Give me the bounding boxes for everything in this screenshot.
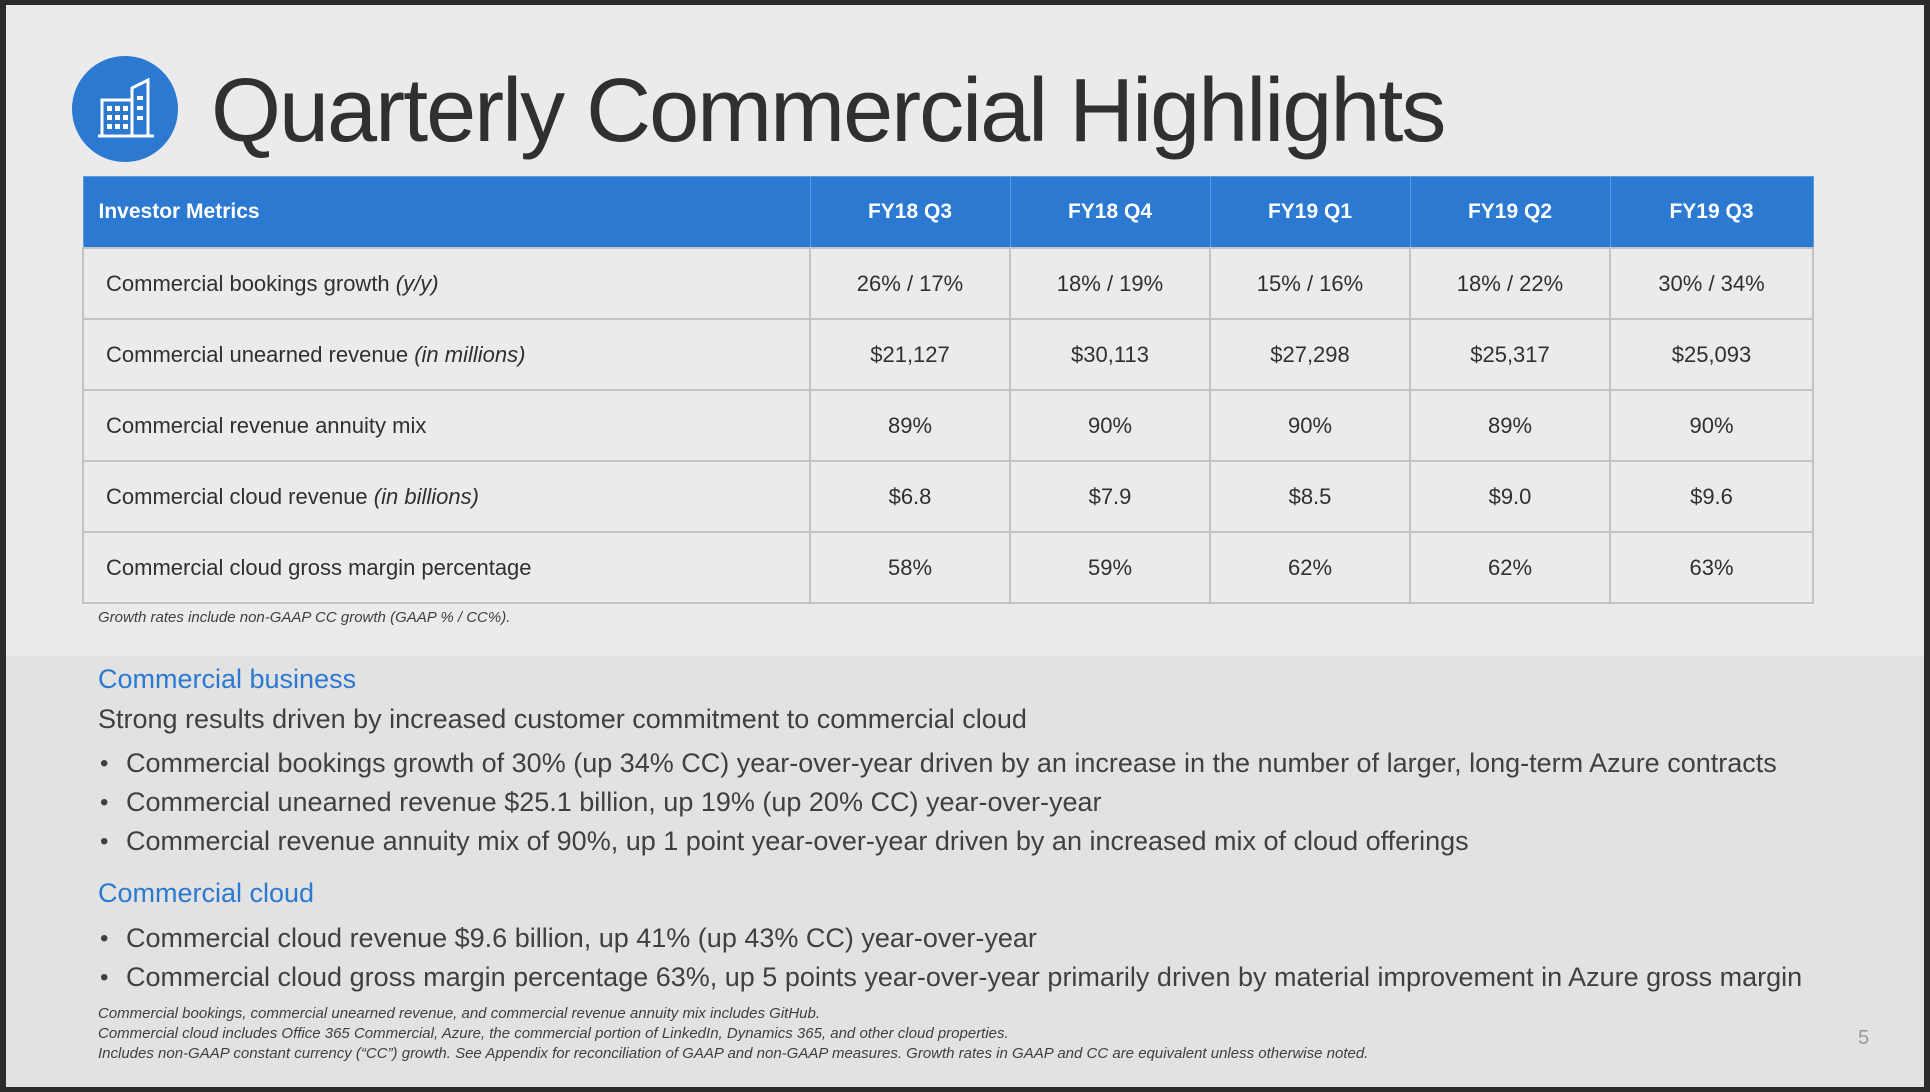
commercial-cloud-heading: Commercial cloud: [98, 878, 315, 908]
row-label: Commercial cloud revenue (in billions): [82, 460, 811, 533]
row-qualifier: (in millions): [414, 341, 526, 367]
table-cell: $25,093: [1609, 318, 1814, 391]
table-row: Commercial bookings growth (y/y) 26% / 1…: [82, 247, 1814, 320]
table-cell: 90%: [1009, 389, 1211, 462]
table-row: Commercial cloud gross margin percentage…: [82, 531, 1814, 604]
footnote: Includes non-GAAP constant currency (“CC…: [98, 1045, 1369, 1062]
slide: Quarterly Commercial Highlights Investor…: [6, 5, 1924, 1087]
bottom-band: [6, 656, 1924, 1087]
commercial-business-heading: Commercial business: [98, 664, 357, 694]
table-cell: 62%: [1209, 531, 1411, 604]
table-cell: 30% / 34%: [1609, 247, 1814, 320]
bullet-icon: •: [100, 750, 109, 777]
column-header: FY18 Q3: [809, 176, 1011, 249]
column-header: FY19 Q2: [1409, 176, 1611, 249]
table-row: Commercial revenue annuity mix 89% 90% 9…: [82, 389, 1814, 462]
table-cell: 26% / 17%: [809, 247, 1011, 320]
row-label: Commercial bookings growth (y/y): [82, 247, 811, 320]
column-header: FY19 Q1: [1209, 176, 1411, 249]
bullet-icon: •: [100, 925, 109, 952]
table-cell: 18% / 22%: [1409, 247, 1611, 320]
commercial-business-intro: Strong results driven by increased custo…: [98, 704, 1027, 734]
row-label: Commercial unearned revenue (in millions…: [82, 318, 811, 391]
table-cell: $21,127: [809, 318, 1011, 391]
table-cell: 63%: [1609, 531, 1814, 604]
table-cell: 18% / 19%: [1009, 247, 1211, 320]
page-number: 5: [1858, 1027, 1870, 1049]
row-label: Commercial revenue annuity mix: [82, 389, 811, 462]
list-item: • Commercial bookings growth of 30% (up 3…: [98, 745, 1777, 784]
footnote: Commercial bookings, commercial unearned…: [98, 1005, 820, 1022]
table-cell: $9.6: [1609, 460, 1814, 533]
bullet-icon: •: [100, 964, 109, 991]
row-qualifier: (y/y): [395, 270, 439, 296]
logo-badge: [72, 56, 178, 162]
list-item: • Commercial cloud revenue $9.6 billion, …: [98, 920, 1802, 959]
table-row: Commercial cloud revenue (in billions) $…: [82, 460, 1814, 533]
metrics-table: Investor Metrics FY18 Q3 FY18 Q4 FY19 Q1…: [82, 176, 1814, 604]
commercial-business-bullets: • Commercial bookings growth of 30% (up 3…: [98, 745, 1777, 862]
column-header: FY18 Q4: [1009, 176, 1211, 249]
list-item: • Commercial cloud gross margin percentag…: [98, 959, 1802, 998]
table-cell: $9.0: [1409, 460, 1611, 533]
list-item: • Commercial unearned revenue $25.1 billi…: [98, 784, 1777, 823]
table-cell: 89%: [1409, 389, 1611, 462]
table-row: Commercial unearned revenue (in millions…: [82, 318, 1814, 391]
table-cell: 58%: [809, 531, 1011, 604]
table-cell: $25,317: [1409, 318, 1611, 391]
table-cell: 90%: [1609, 389, 1814, 462]
table-cell: $30,113: [1009, 318, 1211, 391]
table-cell: $8.5: [1209, 460, 1411, 533]
table-cell: $27,298: [1209, 318, 1411, 391]
table-cell: $6.8: [809, 460, 1011, 533]
row-qualifier: (in billions): [373, 483, 479, 509]
footnote: Commercial cloud includes Office 365 Com…: [98, 1025, 1009, 1042]
table-cell: 59%: [1009, 531, 1211, 604]
page-title: Quarterly Commercial Highlights: [211, 61, 1446, 161]
table-cell: 90%: [1209, 389, 1411, 462]
table-cell: 89%: [809, 389, 1011, 462]
table-note: Growth rates include non-GAAP CC growth …: [98, 609, 511, 626]
table-cell: 15% / 16%: [1209, 247, 1411, 320]
column-header: FY19 Q3: [1609, 176, 1814, 249]
table-header-row: Investor Metrics FY18 Q3 FY18 Q4 FY19 Q1…: [82, 176, 1814, 249]
table-cell: $7.9: [1009, 460, 1211, 533]
commercial-cloud-bullets: • Commercial cloud revenue $9.6 billion, …: [98, 920, 1802, 998]
bullet-icon: •: [100, 828, 109, 855]
table-cell: 62%: [1409, 531, 1611, 604]
row-label: Commercial cloud gross margin percentage: [82, 531, 811, 604]
bullet-icon: •: [100, 789, 109, 816]
list-item: • Commercial revenue annuity mix of 90%, …: [98, 823, 1777, 862]
column-header: Investor Metrics: [82, 176, 811, 249]
footnotes: Commercial bookings, commercial unearned…: [98, 1004, 1368, 1064]
building-icon: [98, 78, 154, 138]
